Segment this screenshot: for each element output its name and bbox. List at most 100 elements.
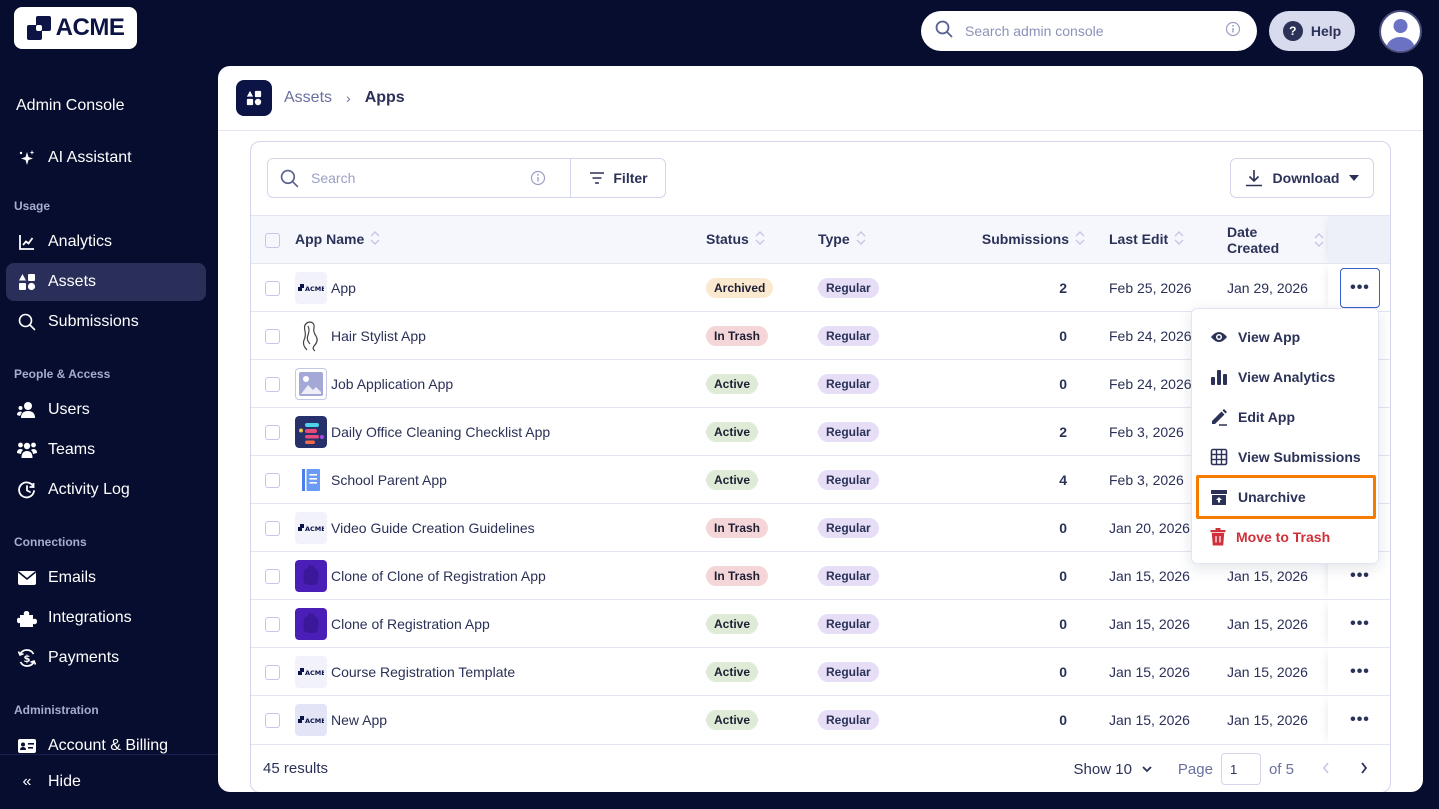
admin-search[interactable]	[921, 11, 1257, 51]
breadcrumb-assets-link[interactable]: Assets	[284, 89, 333, 106]
app-name[interactable]: Job Application App	[331, 375, 454, 392]
menu-item-view-analytics[interactable]: View Analytics	[1196, 357, 1376, 397]
acme-logo[interactable]: ACME	[14, 7, 137, 49]
admin-search-input[interactable]	[965, 23, 1225, 39]
select-all-checkbox[interactable]	[265, 232, 280, 248]
app-name[interactable]: Clone of Registration App	[331, 615, 490, 632]
pencil-icon	[1212, 409, 1227, 426]
sidebar-item-assets[interactable]: Assets	[6, 263, 206, 301]
payment-cycle-icon: $	[16, 647, 38, 669]
sidebar-section-people: People & Access	[14, 367, 111, 381]
row-actions-button[interactable]: •••	[1350, 710, 1370, 728]
row-checkbox[interactable]	[265, 568, 280, 584]
sort-icon[interactable]	[370, 231, 380, 248]
sidebar-item-analytics[interactable]: Analytics	[6, 223, 206, 261]
row-checkbox[interactable]	[265, 664, 280, 680]
puzzle-icon	[16, 607, 38, 629]
sort-icon[interactable]	[755, 231, 765, 248]
sidebar-label: Users	[48, 401, 90, 418]
page-number-input[interactable]	[1220, 753, 1261, 785]
row-checkbox[interactable]	[265, 472, 280, 488]
table-row[interactable]: Hair Stylist App In Trash Regular 0 Feb …	[251, 311, 1390, 360]
next-page-button[interactable]	[1360, 761, 1368, 778]
table-row[interactable]: ACME App Archived Regular 2 Feb 25, 2026…	[251, 263, 1390, 312]
chevron-right-icon	[1361, 761, 1368, 774]
menu-item-view-app[interactable]: View App	[1196, 317, 1376, 357]
help-button[interactable]: ? Help	[1269, 11, 1355, 51]
app-name[interactable]: App	[331, 279, 356, 296]
sidebar-item-emails[interactable]: Emails	[6, 559, 206, 597]
download-button[interactable]: Download	[1230, 158, 1374, 198]
user-avatar[interactable]	[1379, 10, 1422, 53]
info-icon[interactable]	[530, 170, 546, 191]
sort-icon[interactable]	[856, 231, 866, 248]
row-actions-button[interactable]: •••	[1350, 614, 1370, 632]
app-name[interactable]: Clone of Clone of Registration App	[331, 567, 546, 584]
table-search[interactable]: Filter	[267, 158, 666, 198]
date-created: Jan 15, 2026	[1227, 615, 1308, 632]
sidebar-item-submissions[interactable]: Submissions	[6, 303, 206, 341]
app-thumbnail-icon: ACME	[295, 511, 327, 544]
sidebar-label: Integrations	[48, 609, 132, 626]
app-name[interactable]: Hair Stylist App	[331, 327, 426, 344]
sidebar-label: Submissions	[48, 313, 139, 330]
column-submissions[interactable]: Submissions	[948, 216, 1099, 264]
column-status[interactable]: Status	[706, 216, 818, 264]
column-date-created[interactable]: Date Created	[1227, 216, 1328, 264]
app-name[interactable]: Course Registration Template	[331, 663, 516, 680]
row-checkbox[interactable]	[265, 328, 280, 344]
row-checkbox[interactable]	[265, 376, 280, 392]
table-row[interactable]: ACME New App Active Regular 0 Jan 15, 20…	[251, 695, 1390, 744]
sort-icon[interactable]	[1314, 233, 1324, 250]
row-checkbox[interactable]	[265, 424, 280, 440]
row-actions-button[interactable]: •••	[1340, 267, 1380, 308]
status-badge: In Trash	[706, 565, 769, 586]
menu-item-move-to-trash[interactable]: Move to Trash	[1196, 517, 1376, 557]
download-label: Download	[1272, 170, 1340, 186]
app-name[interactable]: New App	[331, 711, 388, 728]
row-checkbox[interactable]	[265, 713, 280, 729]
line-chart-icon	[16, 231, 38, 253]
column-type[interactable]: Type	[818, 216, 948, 264]
sidebar-item-activity-log[interactable]: Activity Log	[6, 471, 206, 509]
hide-sidebar-button[interactable]: « Hide	[6, 763, 206, 801]
sort-icon[interactable]	[1174, 231, 1184, 248]
search-icon	[16, 311, 38, 333]
row-checkbox[interactable]	[265, 520, 280, 536]
menu-item-edit-app[interactable]: Edit App	[1196, 397, 1376, 437]
sidebar-item-ai-assistant[interactable]: AI Assistant	[6, 139, 206, 177]
type-badge: Regular	[818, 277, 879, 298]
row-actions-button[interactable]: •••	[1350, 566, 1370, 584]
table-row[interactable]: ACME Course Registration Template Active…	[251, 647, 1390, 696]
info-icon[interactable]	[1225, 21, 1241, 42]
app-name[interactable]: School Parent App	[331, 471, 447, 488]
page-size-select[interactable]: Show 10	[1074, 761, 1152, 778]
row-actions-button[interactable]: •••	[1350, 662, 1370, 680]
page-label: Page	[1177, 760, 1213, 778]
sidebar-item-account-billing[interactable]: Account & Billing	[6, 727, 206, 765]
sidebar-item-payments[interactable]: $ Payments	[6, 639, 206, 677]
sidebar-item-teams[interactable]: Teams	[6, 431, 206, 469]
results-count: 45 results	[263, 760, 329, 777]
table-row[interactable]: Clone of Registration App Active Regular…	[251, 599, 1390, 648]
table-search-input[interactable]	[311, 170, 531, 186]
table-row[interactable]: School Parent App Active Regular 4 Feb 3…	[251, 455, 1390, 504]
sidebar-item-integrations[interactable]: Integrations	[6, 599, 206, 637]
svg-text:ACME: ACME	[305, 669, 324, 676]
table-row[interactable]: Clone of Clone of Registration App In Tr…	[251, 551, 1390, 600]
menu-item-unarchive[interactable]: Unarchive	[1196, 475, 1376, 519]
column-app-name[interactable]: App Name	[295, 216, 706, 264]
last-edit-date: Jan 15, 2026	[1109, 567, 1190, 584]
column-last-edit[interactable]: Last Edit	[1099, 216, 1227, 264]
row-checkbox[interactable]	[265, 280, 280, 296]
row-checkbox[interactable]	[265, 616, 280, 632]
filter-button[interactable]: Filter	[570, 159, 666, 197]
prev-page-button[interactable]	[1322, 761, 1330, 778]
app-name[interactable]: Daily Office Cleaning Checklist App	[331, 423, 551, 440]
submissions-count: 2	[1059, 423, 1067, 440]
sort-icon[interactable]	[1075, 231, 1085, 248]
filter-icon	[590, 172, 605, 184]
sidebar-item-users[interactable]: Users	[6, 391, 206, 429]
menu-item-view-submissions[interactable]: View Submissions	[1196, 437, 1376, 477]
app-name[interactable]: Video Guide Creation Guidelines	[331, 519, 535, 536]
